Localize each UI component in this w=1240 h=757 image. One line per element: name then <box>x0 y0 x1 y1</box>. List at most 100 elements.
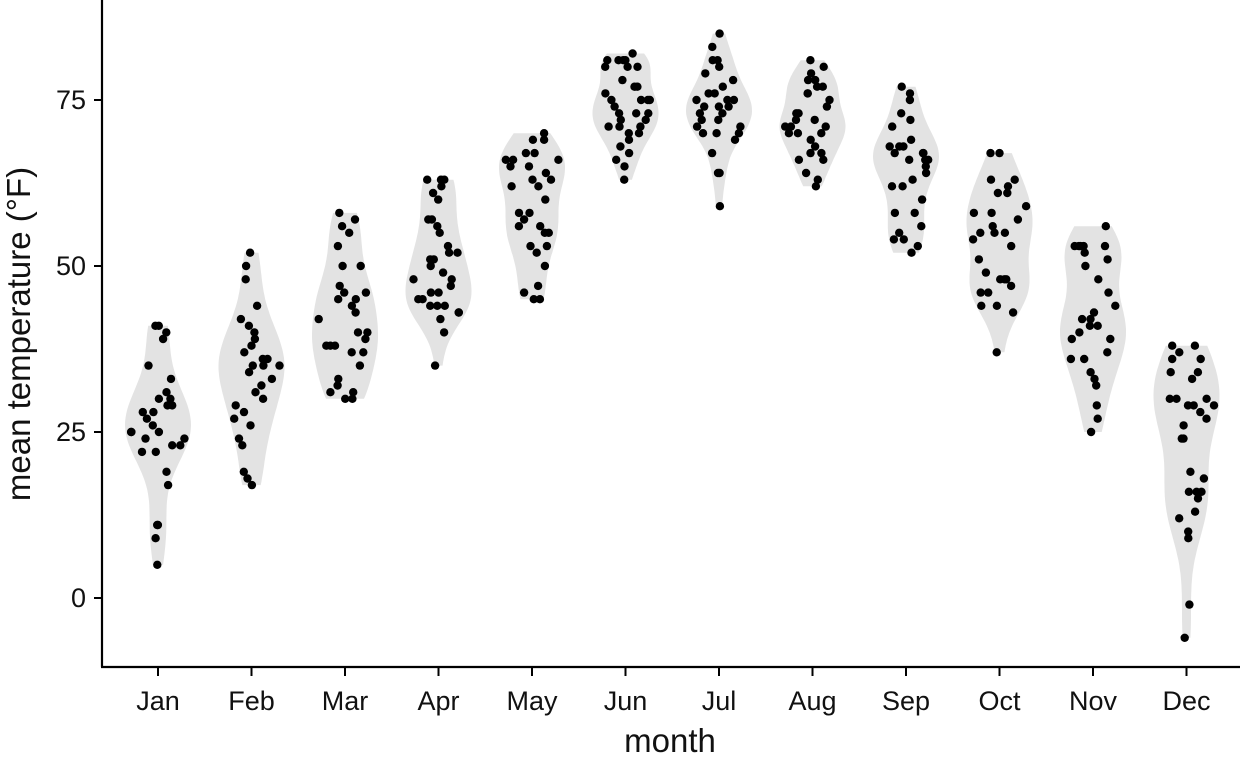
data-point <box>1003 188 1012 198</box>
data-point <box>977 301 986 310</box>
data-point <box>1093 321 1102 330</box>
data-point <box>435 228 444 237</box>
data-point <box>528 175 537 184</box>
data-point <box>736 122 745 131</box>
data-point <box>137 447 147 457</box>
data-point <box>618 75 627 85</box>
data-point <box>437 182 446 191</box>
data-point <box>1175 514 1184 523</box>
data-point <box>351 308 360 317</box>
x-tick-label-apr: Apr <box>417 686 459 716</box>
data-point <box>803 89 812 98</box>
data-point <box>1094 275 1103 284</box>
data-point <box>710 89 719 98</box>
data-point <box>1193 368 1203 377</box>
data-point <box>530 148 539 158</box>
data-point <box>806 135 815 144</box>
data-point <box>644 109 653 118</box>
data-point <box>438 268 448 277</box>
data-point <box>251 388 260 397</box>
data-point <box>718 82 727 91</box>
data-point <box>1177 434 1187 443</box>
x-tick-label-oct: Oct <box>978 686 1021 716</box>
data-point <box>1103 348 1112 357</box>
data-point <box>335 281 344 291</box>
data-point <box>1086 314 1095 324</box>
data-point <box>906 115 915 125</box>
data-point <box>535 295 545 304</box>
data-point <box>326 388 335 397</box>
data-point <box>447 275 456 284</box>
data-point <box>811 75 820 85</box>
data-point <box>906 135 916 144</box>
data-point <box>1166 368 1175 377</box>
data-point <box>624 148 634 158</box>
data-point <box>1089 308 1099 317</box>
data-point <box>974 255 984 264</box>
data-point <box>905 89 915 98</box>
data-point <box>986 175 996 184</box>
data-point <box>162 467 171 476</box>
data-point <box>539 135 549 144</box>
data-point <box>348 394 357 403</box>
x-axis-title: month <box>624 722 716 757</box>
data-point <box>996 275 1005 284</box>
data-point <box>180 434 189 443</box>
data-point <box>158 334 168 344</box>
data-point <box>424 215 433 224</box>
data-point <box>715 29 724 38</box>
data-point <box>243 474 252 483</box>
data-point <box>889 235 899 244</box>
x-tick-label-jul: Jul <box>702 686 737 716</box>
data-point <box>534 182 543 191</box>
data-point <box>1168 341 1177 350</box>
data-point <box>519 215 529 224</box>
data-point <box>794 155 804 164</box>
data-point <box>781 122 790 131</box>
x-tick-label-may: May <box>506 686 558 716</box>
data-point <box>698 129 708 138</box>
data-point <box>426 261 435 271</box>
data-point <box>1090 374 1099 384</box>
data-point <box>981 268 991 277</box>
data-point <box>995 148 1004 158</box>
data-point <box>335 208 344 218</box>
data-point <box>1196 354 1205 364</box>
data-point <box>792 109 801 118</box>
data-point <box>314 314 323 324</box>
data-point <box>246 421 255 430</box>
data-point <box>138 407 147 417</box>
data-point <box>542 241 552 251</box>
data-point <box>359 348 368 357</box>
data-point <box>1092 381 1101 390</box>
data-point <box>231 401 240 410</box>
x-tick-label-feb: Feb <box>228 686 275 716</box>
data-point <box>333 381 342 390</box>
data-point <box>144 361 153 370</box>
data-point <box>692 95 701 105</box>
data-point <box>430 361 440 370</box>
data-point <box>148 421 157 430</box>
data-point <box>917 222 926 231</box>
data-point <box>616 115 625 125</box>
data-point <box>541 195 550 204</box>
data-point <box>350 215 360 224</box>
data-point <box>434 288 443 297</box>
data-point <box>907 248 916 257</box>
data-point <box>439 328 449 337</box>
data-point <box>506 162 515 171</box>
data-point <box>521 148 531 158</box>
data-point <box>433 301 442 310</box>
data-point <box>714 102 724 111</box>
data-point <box>162 388 171 397</box>
data-point <box>142 414 152 423</box>
data-point <box>908 175 917 184</box>
data-point <box>247 341 256 350</box>
data-point <box>241 275 250 284</box>
data-point <box>715 168 724 178</box>
data-point <box>241 261 251 271</box>
data-point <box>338 261 347 271</box>
violin-jun <box>592 53 659 180</box>
data-point <box>806 69 816 78</box>
data-point <box>554 155 563 164</box>
